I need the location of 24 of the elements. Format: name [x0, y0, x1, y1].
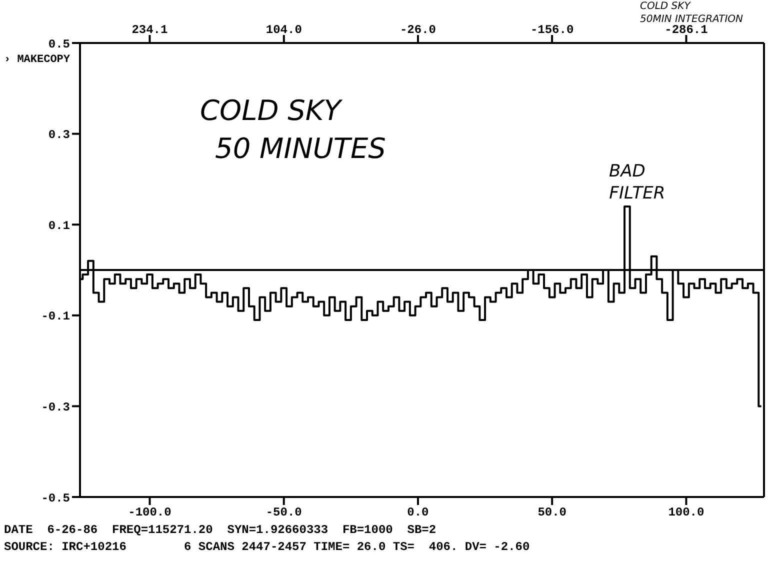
y-tick-label: -0.3	[41, 400, 70, 414]
y-tick-label: -0.5	[41, 491, 70, 506]
x2-tick-label: 104.0	[266, 23, 302, 37]
x-tick-label: -100.0	[128, 506, 172, 520]
x-tick-label: -50.0	[266, 506, 302, 520]
x2-tick-label: -156.0	[530, 23, 574, 37]
y-tick-label: 0.1	[48, 218, 70, 233]
text: COLD SKY	[640, 1, 690, 12]
text: 50MIN INTEGRATION	[640, 14, 744, 25]
source-note: SOURCE: IRC+10216 6 SCANS 2447-2457 TIME= 26.0 TS= 406. DV= -2.60	[4, 540, 530, 554]
annotation: 50 MINUTES	[215, 132, 386, 165]
text: DATE 6-26-86 FREQ=115271.20 SYN=1.92660333 FB=1000 SB=2	[4, 523, 436, 538]
y-tick-label: 0.5	[48, 37, 70, 52]
x2-tick-label: -286.1	[664, 23, 708, 37]
x-tick-label: 0.0	[407, 506, 429, 520]
text: › MAKECOPY	[4, 54, 70, 66]
x-tick-label: 100.0	[668, 506, 704, 520]
y-tick-label: 0.3	[48, 128, 70, 142]
x-tick-label: 50.0	[538, 506, 566, 520]
x2-tick-label: -26.0	[400, 23, 436, 37]
x2-tick-label: 234.1	[132, 23, 168, 37]
annotation: COLD SKY	[200, 94, 341, 127]
annotation: BAD FILTER	[609, 161, 666, 204]
y-tick-label: -0.1	[41, 310, 70, 324]
